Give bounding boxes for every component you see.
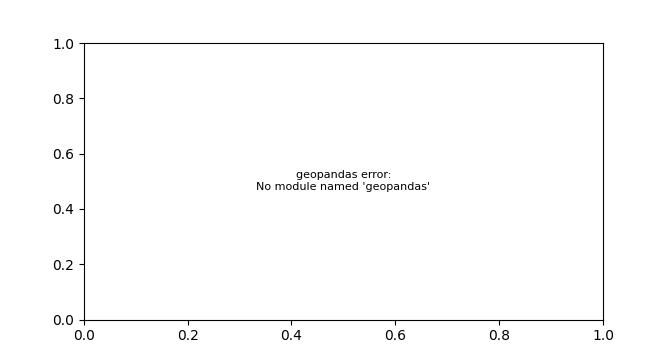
Text: geopandas error:
No module named 'geopandas': geopandas error: No module named 'geopan… [257, 171, 430, 192]
